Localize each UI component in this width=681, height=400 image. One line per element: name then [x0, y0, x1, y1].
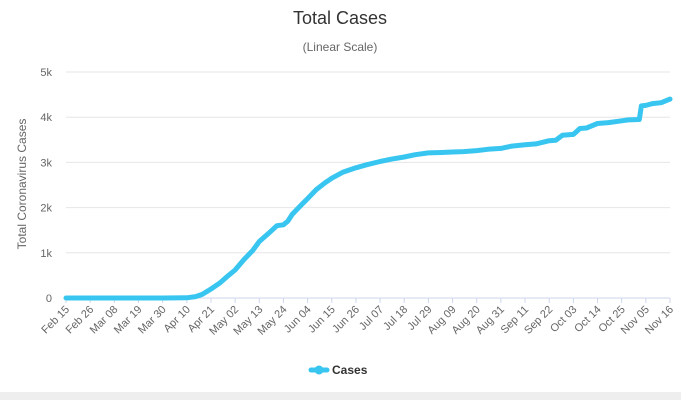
data-point[interactable]	[450, 150, 455, 154]
data-point[interactable]	[233, 268, 238, 272]
data-point[interactable]	[474, 148, 479, 153]
data-point[interactable]	[290, 212, 295, 217]
legend-label-cases[interactable]: Cases	[332, 363, 368, 377]
series-layer	[63, 96, 673, 301]
data-point[interactable]	[112, 296, 117, 300]
legend[interactable]: Cases	[308, 363, 368, 377]
data-point[interactable]	[193, 294, 198, 299]
data-point[interactable]	[584, 126, 589, 130]
x-tick-label: Jul 07	[357, 304, 386, 333]
data-point[interactable]	[485, 147, 490, 152]
chart-subtitle: (Linear Scale)	[303, 40, 378, 54]
grid-lines	[66, 71, 670, 299]
data-point[interactable]	[64, 296, 68, 300]
data-point[interactable]	[668, 97, 672, 102]
data-point[interactable]	[426, 150, 431, 155]
y-tick-label: 2k	[40, 203, 52, 215]
data-point[interactable]	[643, 103, 648, 108]
data-point[interactable]	[534, 141, 538, 146]
legend-marker	[314, 365, 324, 375]
data-point[interactable]	[523, 142, 527, 147]
y-tick-label: 5k	[40, 67, 52, 79]
data-point[interactable]	[184, 295, 189, 300]
data-point[interactable]	[200, 292, 205, 297]
data-point[interactable]	[323, 180, 328, 185]
data-point[interactable]	[136, 296, 141, 300]
y-axis-title: Total Coronavirus Cases	[15, 119, 29, 250]
data-point[interactable]	[389, 157, 394, 162]
data-point[interactable]	[329, 176, 334, 181]
data-point[interactable]	[639, 103, 644, 108]
x-tick-label: Jun 26	[330, 304, 362, 336]
data-point[interactable]	[498, 146, 503, 151]
data-point[interactable]	[266, 231, 271, 236]
data-point[interactable]	[595, 121, 600, 126]
data-point[interactable]	[413, 152, 418, 157]
data-point[interactable]	[285, 219, 290, 224]
data-point[interactable]	[281, 222, 286, 227]
data-point[interactable]	[88, 296, 93, 300]
data-point[interactable]	[274, 223, 279, 228]
data-point[interactable]	[402, 155, 407, 159]
y-axis-ticks: 0 1k 2k 3k 4k 5k	[40, 67, 52, 305]
x-tick-label: Jul 18	[381, 304, 410, 333]
data-point[interactable]	[577, 126, 582, 131]
data-point[interactable]	[547, 138, 552, 143]
data-point[interactable]	[314, 187, 319, 192]
data-point[interactable]	[250, 248, 255, 253]
data-point[interactable]	[226, 273, 231, 278]
y-tick-label: 4k	[40, 112, 52, 124]
data-point[interactable]	[305, 196, 310, 201]
data-point[interactable]	[160, 296, 165, 300]
footer-bar	[0, 392, 681, 400]
data-point[interactable]	[340, 170, 345, 175]
y-tick-label: 3k	[40, 157, 52, 169]
data-point[interactable]	[650, 101, 655, 106]
data-point[interactable]	[353, 165, 358, 170]
chart-title: Total Cases	[293, 8, 387, 28]
y-tick-label: 1k	[40, 248, 52, 260]
data-point[interactable]	[241, 257, 246, 262]
y-tick-label: 0	[46, 293, 52, 305]
data-point[interactable]	[571, 132, 576, 137]
data-point[interactable]	[299, 203, 303, 208]
data-point[interactable]	[509, 144, 514, 149]
data-point[interactable]	[619, 118, 624, 123]
data-point[interactable]	[606, 120, 611, 125]
data-point[interactable]	[560, 133, 565, 138]
data-point[interactable]	[364, 162, 369, 167]
data-point[interactable]	[439, 150, 444, 155]
data-point[interactable]	[626, 117, 631, 122]
series-line-cases[interactable]	[63, 96, 673, 301]
data-point[interactable]	[553, 138, 558, 143]
data-point[interactable]	[637, 117, 642, 122]
data-point[interactable]	[659, 100, 664, 105]
data-point[interactable]	[461, 149, 466, 154]
data-point[interactable]	[257, 239, 262, 244]
data-point[interactable]	[209, 287, 213, 291]
data-point[interactable]	[378, 159, 383, 164]
data-point[interactable]	[217, 281, 222, 286]
